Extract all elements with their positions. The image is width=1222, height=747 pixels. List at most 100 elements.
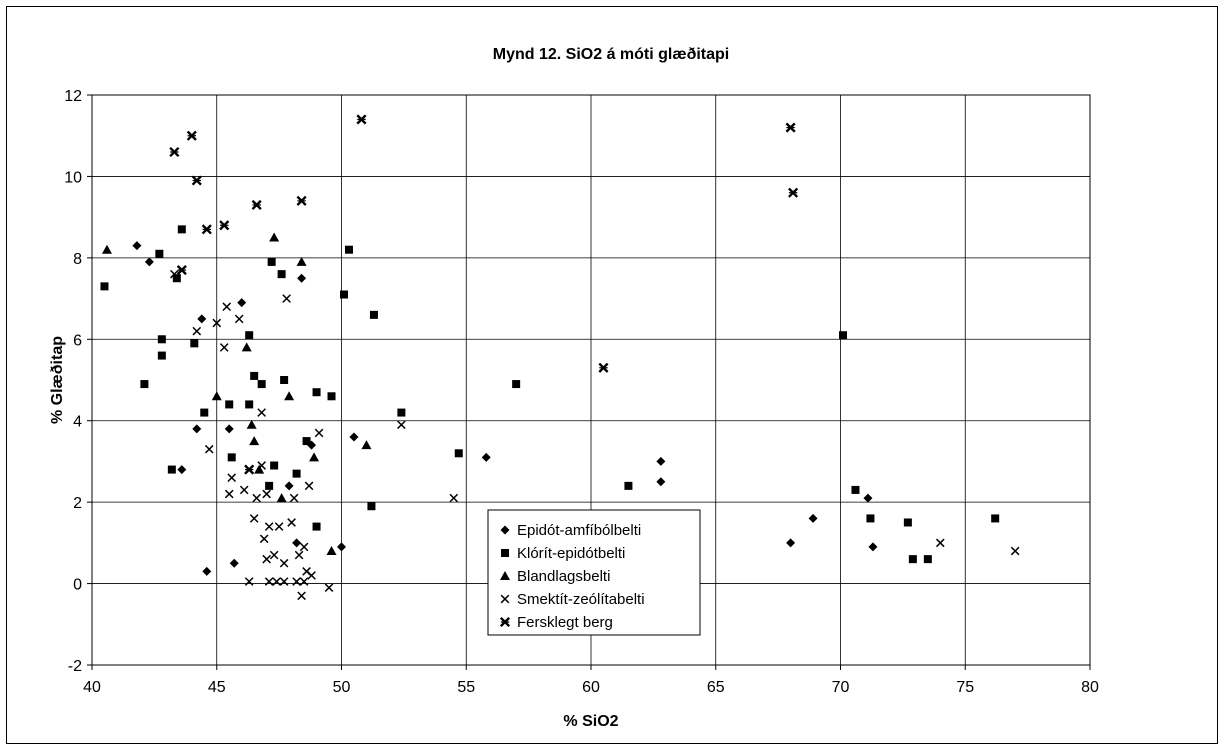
data-point bbox=[249, 436, 260, 446]
data-point bbox=[177, 465, 187, 475]
data-point bbox=[227, 473, 237, 483]
data-point bbox=[512, 380, 521, 389]
data-point bbox=[296, 195, 307, 206]
legend-item: Smektít-zeólítabelti bbox=[500, 591, 645, 608]
y-tick-label: 12 bbox=[64, 88, 82, 105]
data-point bbox=[397, 420, 406, 430]
data-point bbox=[265, 481, 274, 490]
legend-label: Epidót-amfíbólbelti bbox=[517, 522, 641, 539]
y-tick-label: 8 bbox=[73, 251, 82, 268]
legend-item: Fersklegt berg bbox=[499, 614, 613, 631]
data-point bbox=[244, 464, 255, 475]
data-point bbox=[304, 481, 314, 491]
data-point bbox=[251, 199, 262, 210]
legend-label: Smektít-zeólítabelti bbox=[517, 591, 645, 608]
y-tick-label: 2 bbox=[73, 495, 82, 512]
data-point bbox=[254, 464, 265, 474]
legend-item: Blandlagsbelti bbox=[500, 568, 610, 585]
data-point bbox=[327, 392, 336, 401]
legend-label: Fersklegt berg bbox=[517, 614, 613, 631]
data-point bbox=[454, 449, 463, 458]
data-point bbox=[284, 481, 294, 491]
legend-label: Blandlagsbelti bbox=[517, 568, 610, 585]
data-point bbox=[276, 493, 287, 503]
data-point bbox=[211, 391, 222, 401]
data-point bbox=[326, 546, 337, 555]
data-point bbox=[197, 314, 207, 324]
x-tick-label: 40 bbox=[83, 679, 101, 696]
data-point bbox=[449, 493, 459, 503]
data-point bbox=[190, 339, 199, 348]
data-point bbox=[312, 522, 321, 531]
data-point bbox=[222, 302, 232, 312]
data-point bbox=[264, 522, 274, 531]
data-point bbox=[192, 424, 202, 434]
data-point bbox=[280, 376, 289, 384]
data-point bbox=[269, 550, 279, 560]
series-1 bbox=[100, 225, 1000, 564]
data-point bbox=[868, 542, 878, 552]
data-point bbox=[219, 220, 230, 231]
data-point bbox=[277, 270, 286, 279]
data-point bbox=[192, 326, 202, 336]
data-point bbox=[239, 485, 249, 495]
data-point bbox=[267, 257, 276, 266]
x-tick-label: 45 bbox=[208, 679, 226, 696]
data-point bbox=[250, 371, 259, 380]
y-tick-label: -2 bbox=[68, 658, 82, 675]
data-point bbox=[246, 419, 257, 429]
data-point bbox=[287, 518, 296, 527]
data-point bbox=[369, 310, 378, 319]
data-point bbox=[356, 114, 367, 125]
data-point bbox=[224, 489, 234, 499]
x-tick-label: 50 bbox=[333, 679, 351, 696]
data-point bbox=[808, 513, 818, 523]
data-point bbox=[292, 538, 302, 548]
data-point bbox=[132, 241, 142, 251]
data-point bbox=[289, 493, 299, 503]
data-point bbox=[259, 534, 269, 544]
data-point bbox=[241, 342, 252, 352]
series-3 bbox=[170, 269, 1020, 601]
data-point bbox=[279, 577, 289, 586]
data-point bbox=[244, 577, 254, 586]
data-point bbox=[245, 331, 254, 340]
x-tick-label: 55 bbox=[457, 679, 475, 696]
data-point bbox=[312, 388, 321, 397]
data-point bbox=[100, 282, 109, 291]
chart-title: Mynd 12. SiO2 á móti glæðitapi bbox=[492, 46, 730, 63]
data-point bbox=[172, 274, 181, 283]
legend: Epidót-amfíbólbelti Klórít-epidótbelti Bla… bbox=[487, 509, 701, 636]
series-4 bbox=[169, 114, 799, 475]
data-point bbox=[274, 522, 284, 531]
data-point bbox=[284, 391, 295, 401]
data-point bbox=[838, 331, 847, 340]
data-point bbox=[292, 577, 301, 586]
data-point bbox=[908, 555, 917, 564]
data-point bbox=[851, 485, 860, 494]
data-point bbox=[785, 122, 796, 133]
legend-item: Epidót-amfíbólbelti bbox=[500, 522, 641, 539]
legend-item: Klórít-epidótbelti bbox=[501, 545, 625, 562]
legend-marker bbox=[501, 549, 509, 557]
data-point bbox=[186, 130, 197, 141]
data-point bbox=[212, 318, 222, 328]
data-point bbox=[397, 408, 406, 417]
data-point bbox=[282, 294, 291, 303]
data-point bbox=[264, 577, 274, 586]
data-point bbox=[307, 571, 316, 580]
data-point bbox=[866, 514, 875, 523]
data-point bbox=[598, 362, 609, 373]
data-point bbox=[361, 440, 372, 450]
data-point bbox=[176, 265, 187, 276]
data-point bbox=[863, 493, 873, 503]
data-point bbox=[656, 456, 666, 466]
data-point bbox=[201, 224, 212, 235]
data-point bbox=[170, 269, 179, 279]
data-point bbox=[249, 514, 259, 523]
data-point bbox=[144, 257, 154, 267]
data-point bbox=[294, 550, 304, 560]
data-point bbox=[224, 424, 234, 434]
data-point bbox=[229, 558, 239, 568]
